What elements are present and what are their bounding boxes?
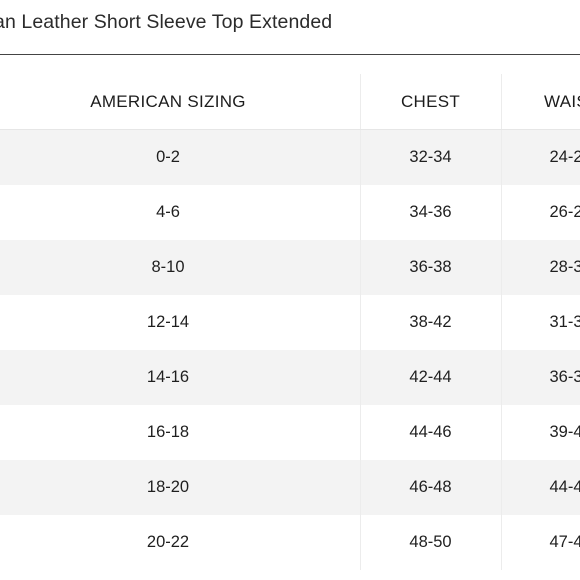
column-divider <box>501 350 502 405</box>
table-row: 4-6 34-36 26-2 <box>0 185 580 240</box>
table-header-row: AMERICAN SIZING CHEST WAIS <box>0 74 580 130</box>
cell-waist: 39-4 <box>549 423 580 441</box>
column-divider <box>360 130 361 185</box>
column-divider <box>501 240 502 295</box>
cell-chest: 48-50 <box>409 533 452 551</box>
column-divider <box>501 405 502 460</box>
column-divider <box>360 350 361 405</box>
cell-chest: 34-36 <box>409 203 452 221</box>
product-title: an Leather Short Sleeve Top Extended <box>0 11 333 33</box>
header-waist: WAIS <box>543 92 580 111</box>
table-row: 12-14 38-42 31-3 <box>0 295 580 350</box>
column-divider <box>501 295 502 350</box>
cell-waist: 36-3 <box>549 368 580 386</box>
table-row: 8-10 36-38 28-3 <box>0 240 580 295</box>
table-row: 16-18 44-46 39-4 <box>0 405 580 460</box>
title-divider <box>0 54 580 55</box>
cell-chest: 44-46 <box>409 423 452 441</box>
cell-chest: 32-34 <box>409 148 452 166</box>
cell-size: 20-22 <box>146 533 190 551</box>
cell-waist: 24-2 <box>549 148 580 166</box>
size-chart-table: AMERICAN SIZING CHEST WAIS 0-2 32-34 24-… <box>0 74 580 570</box>
table-row: 20-22 48-50 47-4 <box>0 515 580 570</box>
column-divider <box>501 130 502 185</box>
column-divider <box>360 460 361 515</box>
column-divider <box>501 185 502 240</box>
column-divider <box>501 74 502 129</box>
column-divider <box>360 240 361 295</box>
cell-size: 16-18 <box>146 423 190 441</box>
cell-chest: 38-42 <box>409 313 452 331</box>
cell-waist: 44-4 <box>549 478 580 496</box>
cell-waist: 31-3 <box>549 313 580 331</box>
cell-size: 8-10 <box>151 258 185 276</box>
cell-size: 4-6 <box>156 203 180 221</box>
cell-waist: 26-2 <box>549 203 580 221</box>
cell-size: 0-2 <box>156 148 180 166</box>
column-divider <box>360 74 361 129</box>
cell-chest: 46-48 <box>409 478 452 496</box>
table-row: 18-20 46-48 44-4 <box>0 460 580 515</box>
cell-size: 18-20 <box>146 478 190 496</box>
column-divider <box>360 185 361 240</box>
column-divider <box>360 515 361 570</box>
cell-waist: 47-4 <box>549 533 580 551</box>
cell-chest: 42-44 <box>409 368 452 386</box>
table-row: 0-2 32-34 24-2 <box>0 130 580 185</box>
column-divider <box>360 405 361 460</box>
header-chest: CHEST <box>400 92 461 111</box>
column-divider <box>501 460 502 515</box>
column-divider <box>501 515 502 570</box>
cell-size: 12-14 <box>146 313 190 331</box>
header-american-sizing: AMERICAN SIZING <box>90 92 246 111</box>
cell-chest: 36-38 <box>409 258 452 276</box>
cell-size: 14-16 <box>146 368 190 386</box>
table-row: 14-16 42-44 36-3 <box>0 350 580 405</box>
column-divider <box>360 295 361 350</box>
cell-waist: 28-3 <box>549 258 580 276</box>
